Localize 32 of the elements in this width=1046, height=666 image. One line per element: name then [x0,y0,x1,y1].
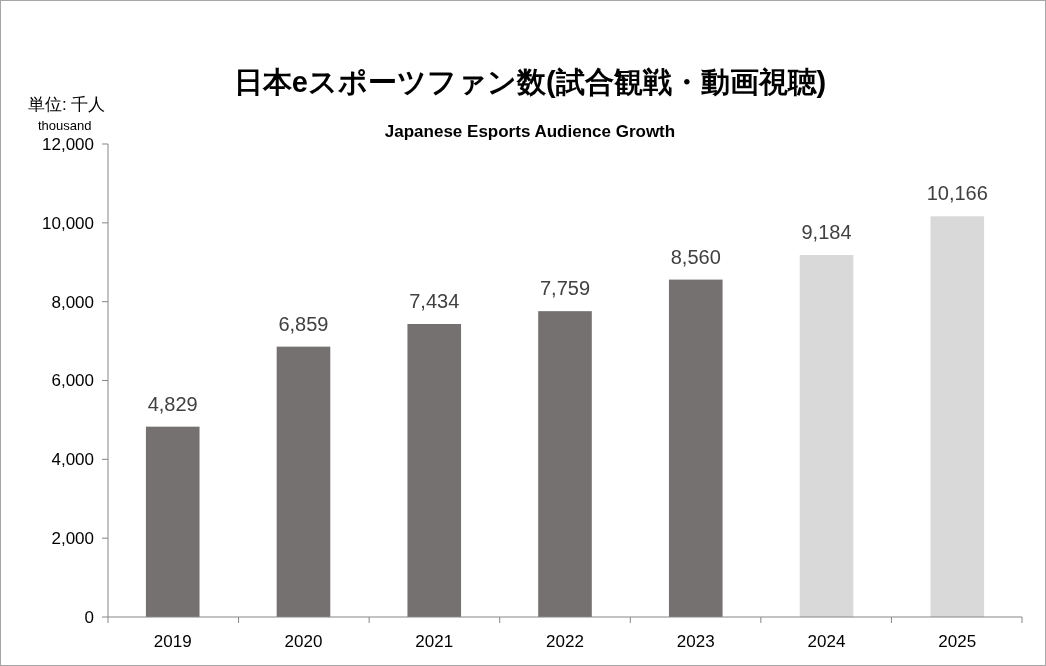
x-tick-label: 2021 [415,632,454,651]
data-label: 10,166 [926,182,988,205]
y-tick-label: 0 [84,607,94,627]
bar [930,216,985,617]
x-tick-label: 2020 [284,632,323,651]
x-tick-label: 2024 [807,632,846,651]
data-label: 9,184 [801,221,852,243]
bar [538,311,592,617]
chart-subtitle: Japanese Esports Audience Growth [384,122,676,141]
y-tick-label: 4,000 [51,450,94,470]
data-label: 4,829 [147,392,198,415]
chart-title: 日本eスポーツファン数(試合観戦・動画視聴) [233,66,827,98]
data-label: 7,759 [539,277,591,300]
data-label: 6,859 [278,312,329,335]
data-label: 8,560 [670,245,721,268]
y-tick-label: 8,000 [51,292,94,312]
bar [407,323,462,617]
bar [668,279,723,617]
y-tick-label: 10,000 [42,213,94,233]
x-tick-label: 2023 [676,632,715,651]
text: thousand [38,118,92,133]
x-tick-label: 2025 [938,632,977,651]
x-tick-label: 2019 [153,632,192,651]
x-tick-label: 2022 [546,632,584,651]
bar [145,426,200,617]
bar [799,255,854,617]
y-tick-label: 6,000 [51,371,94,391]
y-axis-title: 単位: 千人 [28,95,106,114]
y-tick-label: 2,000 [51,529,94,549]
y-tick-label: 12,000 [42,134,94,154]
bar [276,346,331,617]
data-label: 7,434 [409,289,460,312]
